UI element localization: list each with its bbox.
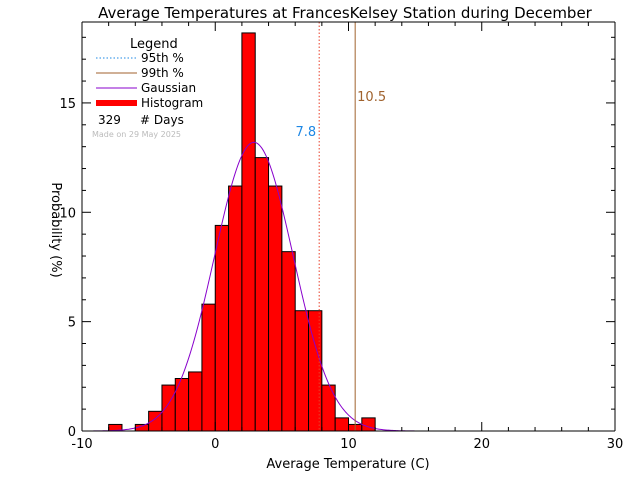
percentile-lines: 7.8 10.5 (295, 22, 386, 431)
legend-entry-label: 95th % (141, 51, 184, 65)
legend-days-label: # Days (140, 113, 184, 127)
y-tick-label: 5 (68, 316, 76, 331)
legend-entry-label: Gaussian (141, 81, 196, 95)
x-tick-label: 0 (211, 437, 219, 452)
histogram-bar (228, 185, 243, 432)
histogram-bar (161, 384, 176, 432)
y-axis-label: Probability (%) (48, 182, 63, 277)
x-tick-label: 30 (607, 437, 624, 452)
histogram-bars (108, 32, 376, 432)
legend-days-count: 329 (98, 113, 121, 127)
histogram-bar (254, 157, 270, 432)
legend-entry-label: 99th % (141, 66, 184, 80)
y-tick-label: 10 (59, 206, 76, 221)
histogram-bar (201, 303, 216, 432)
x-tick-label: 10 (340, 437, 357, 452)
histogram-bar (361, 417, 376, 432)
histogram-bar (241, 32, 256, 432)
made-on-note: Made on 29 May 2025 (92, 130, 181, 139)
y-tick-label: 0 (68, 425, 76, 440)
x-tick-label: -10 (71, 437, 92, 452)
histogram-bar (294, 310, 310, 432)
histogram-bar (334, 417, 349, 432)
histogram-bar (214, 224, 230, 432)
histogram-bar (174, 378, 190, 432)
percentile-label: 7.8 (295, 125, 316, 140)
y-tick-label: 15 (59, 97, 76, 112)
histogram-bar (188, 371, 203, 432)
chart-title: Average Temperatures at FrancesKelsey St… (98, 4, 593, 22)
histogram-bar (281, 251, 296, 432)
histogram-bar (268, 185, 283, 432)
legend-entry-label: Histogram (141, 96, 203, 110)
histogram-bar (321, 384, 336, 432)
x-axis-label: Average Temperature (C) (266, 457, 429, 472)
percentile-label: 10.5 (357, 90, 386, 105)
legend-title: Legend (130, 37, 178, 52)
x-tick-label: 20 (473, 437, 490, 452)
